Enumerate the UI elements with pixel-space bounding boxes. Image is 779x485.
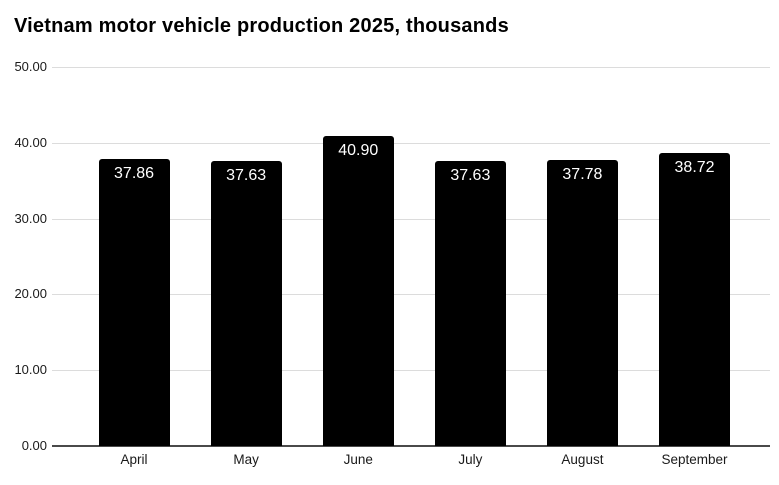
x-tick-label: September [661, 452, 728, 467]
x-tick-label: May [233, 452, 259, 467]
y-tick-label: 50.00 [14, 59, 47, 74]
bar-value-label: 37.63 [450, 166, 491, 184]
gridline [52, 218, 770, 220]
bar-value-label: 37.86 [114, 165, 155, 183]
y-tick-label: 40.00 [14, 134, 47, 150]
bar-value-label: 37.78 [562, 165, 603, 183]
chart-title: Vietnam motor vehicle production 2025, t… [14, 15, 509, 37]
y-tick-label: 0.00 [21, 438, 47, 453]
y-tick-label: 30.00 [14, 210, 47, 226]
y-tick-label: 10.00 [14, 362, 47, 378]
gridline [52, 294, 770, 296]
x-tick-label: April [120, 452, 148, 467]
bar: 40.90 [322, 135, 394, 446]
y-tick-label: 20.00 [14, 286, 47, 302]
bar: 37.78 [546, 159, 618, 446]
bar: 37.63 [210, 160, 282, 446]
bar: 37.63 [434, 160, 506, 446]
bar: 37.86 [98, 159, 170, 446]
x-tick-label: June [343, 452, 373, 467]
x-tick-label: August [561, 452, 604, 467]
bar-value-label: 38.72 [674, 158, 715, 176]
bar-value-label: 37.63 [226, 166, 267, 184]
gridline [52, 370, 770, 372]
bar: 38.72 [659, 152, 731, 446]
x-tick-label: July [458, 452, 483, 467]
bar-value-label: 40.90 [338, 141, 379, 159]
gridline [52, 142, 770, 144]
gridline [52, 67, 770, 68]
x-axis-line [52, 445, 770, 447]
